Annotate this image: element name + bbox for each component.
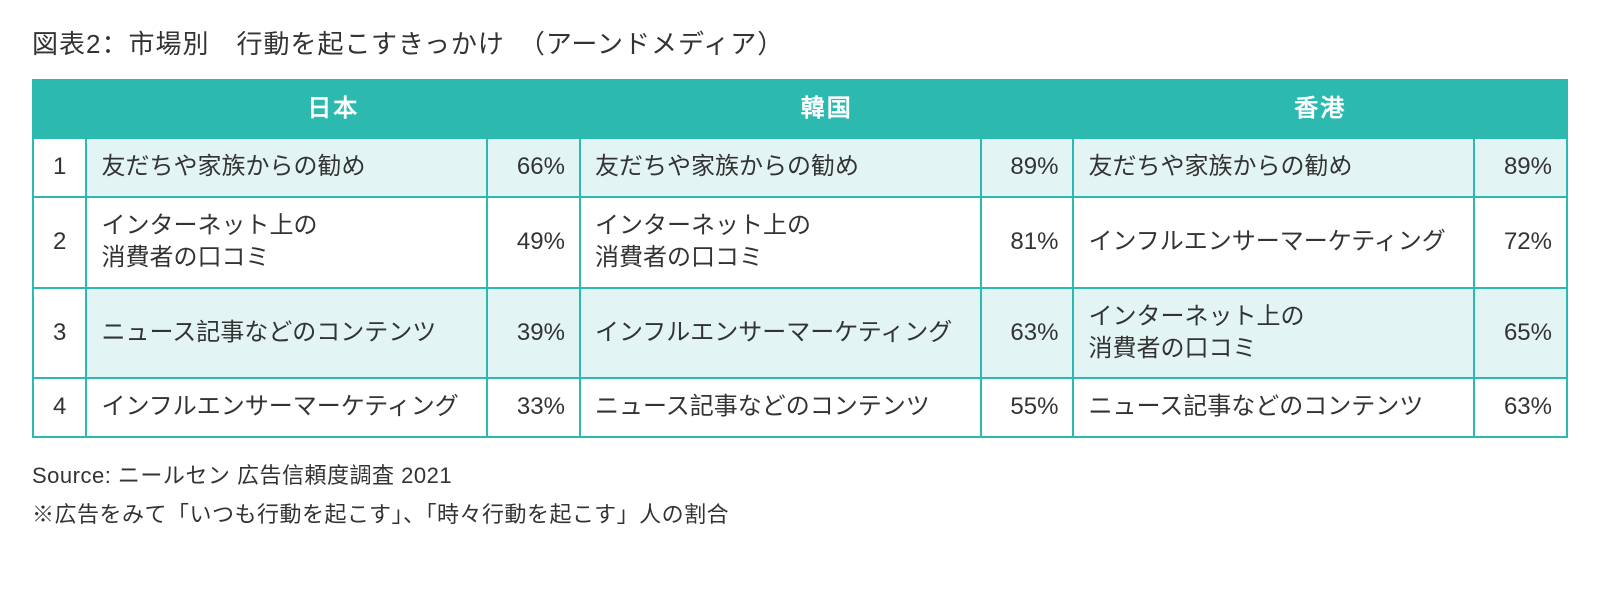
label-cell: インターネット上の 消費者の口コミ: [580, 197, 981, 288]
label-cell: インフルエンサーマーケティング: [580, 288, 981, 379]
percent-cell: 65%: [1474, 288, 1567, 379]
market-table: 日本 韓国 香港 1友だちや家族からの勧め66%友だちや家族からの勧め89%友だ…: [32, 79, 1568, 438]
label-cell: ニュース記事などのコンテンツ: [86, 288, 487, 379]
label-cell: インターネット上の 消費者の口コミ: [1073, 288, 1474, 379]
market-header: 香港: [1073, 80, 1567, 138]
percent-cell: 72%: [1474, 197, 1567, 288]
label-cell: インフルエンサーマーケティング: [1073, 197, 1474, 288]
percent-cell: 39%: [487, 288, 580, 379]
rank-cell: 2: [33, 197, 86, 288]
market-header: 韓国: [580, 80, 1074, 138]
label-cell: 友だちや家族からの勧め: [1073, 138, 1474, 196]
percent-cell: 33%: [487, 378, 580, 436]
rank-cell: 3: [33, 288, 86, 379]
percent-cell: 89%: [1474, 138, 1567, 196]
percent-cell: 81%: [981, 197, 1074, 288]
percent-cell: 49%: [487, 197, 580, 288]
source-line: Source: ニールセン 広告信頼度調査 2021: [32, 456, 1568, 496]
market-header: 日本: [86, 80, 580, 138]
figure-title: 図表2：市場別 行動を起こすきっかけ （アーンドメディア）: [32, 24, 1568, 61]
percent-cell: 63%: [1474, 378, 1567, 436]
percent-cell: 89%: [981, 138, 1074, 196]
label-cell: 友だちや家族からの勧め: [580, 138, 981, 196]
label-cell: インフルエンサーマーケティング: [86, 378, 487, 436]
table-row: 4インフルエンサーマーケティング33%ニュース記事などのコンテンツ55%ニュース…: [33, 378, 1567, 436]
percent-cell: 55%: [981, 378, 1074, 436]
note-line: ※広告をみて「いつも行動を起こす」、「時々行動を起こす」人の割合: [32, 495, 1568, 535]
table-header-row: 日本 韓国 香港: [33, 80, 1567, 138]
label-cell: インターネット上の 消費者の口コミ: [86, 197, 487, 288]
rank-cell: 1: [33, 138, 86, 196]
table-row: 2インターネット上の 消費者の口コミ49%インターネット上の 消費者の口コミ81…: [33, 197, 1567, 288]
percent-cell: 63%: [981, 288, 1074, 379]
label-cell: ニュース記事などのコンテンツ: [580, 378, 981, 436]
table-row: 1友だちや家族からの勧め66%友だちや家族からの勧め89%友だちや家族からの勧め…: [33, 138, 1567, 196]
label-cell: ニュース記事などのコンテンツ: [1073, 378, 1474, 436]
table-body: 1友だちや家族からの勧め66%友だちや家族からの勧め89%友だちや家族からの勧め…: [33, 138, 1567, 436]
percent-cell: 66%: [487, 138, 580, 196]
table-row: 3ニュース記事などのコンテンツ39%インフルエンサーマーケティング63%インター…: [33, 288, 1567, 379]
footnotes: Source: ニールセン 広告信頼度調査 2021 ※広告をみて「いつも行動を…: [32, 456, 1568, 535]
rank-cell: 4: [33, 378, 86, 436]
label-cell: 友だちや家族からの勧め: [86, 138, 487, 196]
rank-header: [33, 80, 86, 138]
